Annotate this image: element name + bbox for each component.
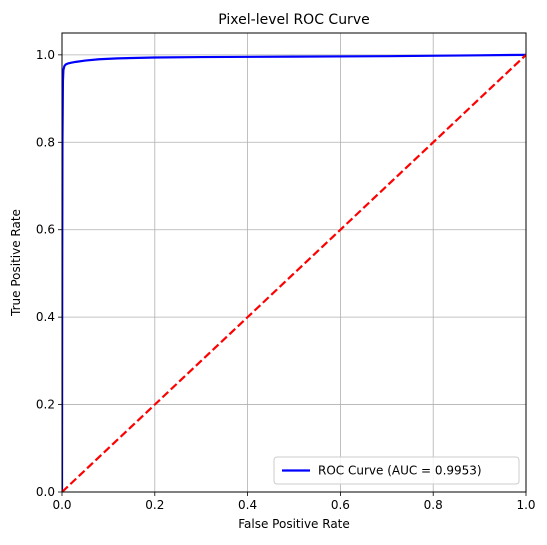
legend: ROC Curve (AUC = 0.9953) bbox=[273, 456, 520, 485]
x-tick-label: 0.6 bbox=[331, 498, 350, 512]
y-tick-label: 0.8 bbox=[36, 135, 55, 149]
chance-diagonal-line bbox=[62, 54, 526, 492]
x-axis-label: False Positive Rate bbox=[238, 517, 350, 531]
x-tick-label: 0.2 bbox=[145, 498, 164, 512]
y-tick-label: 0.2 bbox=[36, 398, 55, 412]
y-tick-label: 0.6 bbox=[36, 223, 55, 237]
roc-curve-line bbox=[62, 53, 526, 492]
chart-title: Pixel-level ROC Curve bbox=[218, 12, 369, 28]
series-lines bbox=[62, 53, 526, 492]
y-tick-label: 0.0 bbox=[36, 485, 55, 499]
x-tick-label: 1.0 bbox=[516, 498, 535, 512]
y-tick-label: 1.0 bbox=[36, 48, 55, 62]
axis-ticks: 0.0 0.2 0.4 0.6 0.8 1.0 0.0 0.2 0.4 0.6 0.8 1.0 bbox=[36, 48, 536, 512]
x-tick-label: 0.4 bbox=[238, 498, 257, 512]
x-tick-label: 0.8 bbox=[424, 498, 443, 512]
y-axis-label: True Positive Rate bbox=[9, 209, 23, 317]
x-tick-label: 0.0 bbox=[52, 498, 71, 512]
y-tick-label: 0.4 bbox=[36, 310, 55, 324]
plot-frame bbox=[61, 32, 527, 493]
legend-box bbox=[273, 456, 520, 485]
grid-lines bbox=[61, 33, 527, 493]
legend-label-roc: ROC Curve (AUC = 0.9953) bbox=[318, 464, 482, 478]
